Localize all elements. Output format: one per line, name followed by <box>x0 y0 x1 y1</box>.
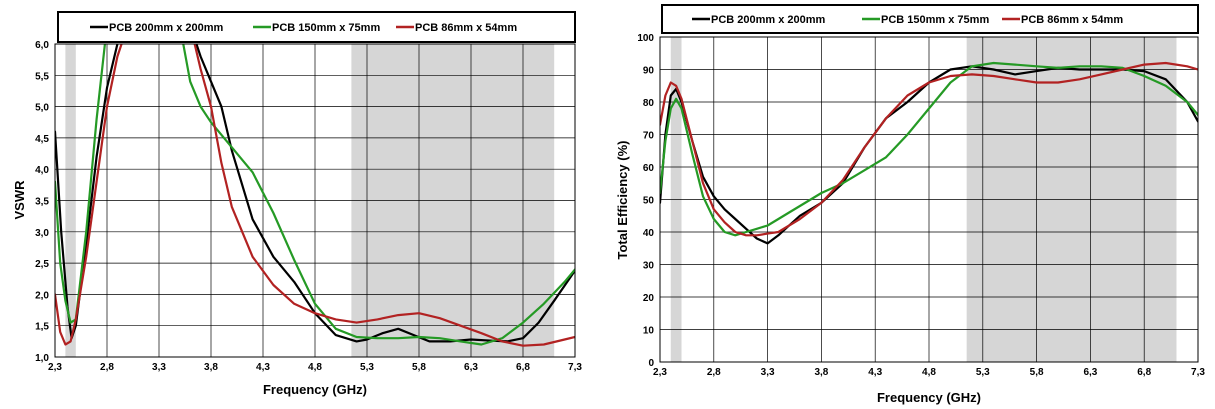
y-tick-label: 70 <box>643 131 655 142</box>
y-tick-label: 4,0 <box>35 165 49 176</box>
legend-label-3: PCB 86mm x 54mm <box>415 22 517 34</box>
x-tick-label: 3,8 <box>204 362 218 373</box>
x-tick-label: 6,3 <box>1083 367 1097 378</box>
legend-label-2: PCB 150mm x 75mm <box>272 22 380 34</box>
x-tick-label: 5,8 <box>1030 367 1044 378</box>
y-tick-label: 4,5 <box>35 134 49 145</box>
series-line-2 <box>660 61 1198 237</box>
legend: PCB 200mm x 200mm PCB 150mm x 75mm PCB 86m… <box>661 4 1199 34</box>
y-tick-label: 6,0 <box>35 40 49 51</box>
y-tick-label: 10 <box>643 326 655 337</box>
x-tick-label: 7,3 <box>568 362 582 373</box>
y-tick-label: 2,0 <box>35 290 49 301</box>
y-tick-label: 5,5 <box>35 71 49 82</box>
x-tick-label: 4,3 <box>256 362 270 373</box>
x-tick-label: 6,8 <box>516 362 530 373</box>
legend-box <box>57 11 576 43</box>
x-tick-label: 3,3 <box>152 362 166 373</box>
y-tick-label: 30 <box>643 261 655 272</box>
y-tick-label: 3,5 <box>35 197 49 208</box>
x-tick-label: 6,8 <box>1137 367 1151 378</box>
y-tick-label: 90 <box>643 66 655 77</box>
x-tick-label: 4,8 <box>922 367 936 378</box>
x-axis-title: Frequency (GHz) <box>263 382 367 397</box>
series-line-2 <box>55 44 575 346</box>
x-tick-label: 3,8 <box>814 367 828 378</box>
legend-label-1: PCB 200mm x 200mm <box>711 14 826 26</box>
chart-1: 2,3 2,8 3,3 3,8 4,3 4,8 5,3 5,8 6,3 6,8 7,3 1,0 1,5 2… <box>12 11 582 397</box>
x-tick-label: 7,3 <box>1191 367 1205 378</box>
chart-2: 2,3 2,8 3,3 3,8 4,3 4,8 5,3 5,8 6,3 6,8 7,3 0 10 20 30… <box>615 4 1205 405</box>
legend-label-2: PCB 150mm x 75mm <box>881 14 989 26</box>
y-tick-label: 100 <box>637 33 654 44</box>
y-tick-label: 5,0 <box>35 103 49 114</box>
y-tick-label: 60 <box>643 163 655 174</box>
x-tick-label: 4,3 <box>868 367 882 378</box>
series-line-3 <box>55 44 575 347</box>
y-axis-title: Total Efficiency (%) <box>615 141 630 260</box>
x-tick-label: 2,8 <box>707 367 721 378</box>
series-line-3 <box>660 61 1198 237</box>
x-tick-label: 2,8 <box>100 362 114 373</box>
y-tick-label: 1,5 <box>35 322 49 333</box>
y-tick-label: 1,0 <box>35 353 49 364</box>
y-tick-label: 3,0 <box>35 228 49 239</box>
x-tick-label: 3,3 <box>761 367 775 378</box>
legend: PCB 200mm x 200mm PCB 150mm x 75mm PCB 86m… <box>57 11 576 43</box>
x-axis-title: Frequency (GHz) <box>877 390 981 405</box>
plot-border <box>659 36 1199 363</box>
x-tick-label: 2,3 <box>653 367 667 378</box>
legend-label-1: PCB 200mm x 200mm <box>109 22 224 34</box>
series-line-1 <box>55 44 575 343</box>
x-tick-label: 2,3 <box>48 362 62 373</box>
x-tick-label: 6,3 <box>464 362 478 373</box>
y-tick-label: 0 <box>648 358 654 369</box>
y-tick-label: 80 <box>643 98 655 109</box>
legend-label-3: PCB 86mm x 54mm <box>1021 14 1123 26</box>
legend-box <box>661 4 1199 34</box>
plot-border <box>54 43 576 358</box>
y-tick-label: 2,5 <box>35 259 49 270</box>
x-tick-label: 5,3 <box>976 367 990 378</box>
x-tick-label: 4,8 <box>308 362 322 373</box>
y-tick-label: 20 <box>643 293 655 304</box>
y-axis-title: VSWR <box>12 180 27 220</box>
y-tick-label: 50 <box>643 196 655 207</box>
x-tick-label: 5,8 <box>412 362 426 373</box>
y-tick-label: 40 <box>643 228 655 239</box>
x-tick-label: 5,3 <box>360 362 374 373</box>
